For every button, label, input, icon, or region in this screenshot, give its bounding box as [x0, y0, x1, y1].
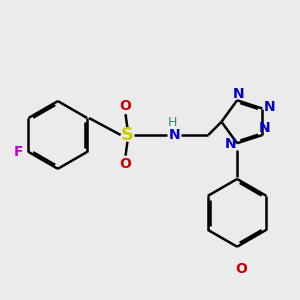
- Text: N: N: [258, 121, 270, 135]
- Text: O: O: [120, 157, 131, 171]
- Text: N: N: [169, 128, 180, 142]
- Text: H: H: [168, 116, 177, 129]
- Text: N: N: [233, 86, 245, 100]
- Text: O: O: [120, 99, 131, 112]
- Text: N: N: [263, 100, 275, 114]
- Text: S: S: [121, 126, 134, 144]
- Text: O: O: [236, 262, 248, 275]
- Text: N: N: [224, 137, 236, 151]
- Text: F: F: [14, 145, 23, 159]
